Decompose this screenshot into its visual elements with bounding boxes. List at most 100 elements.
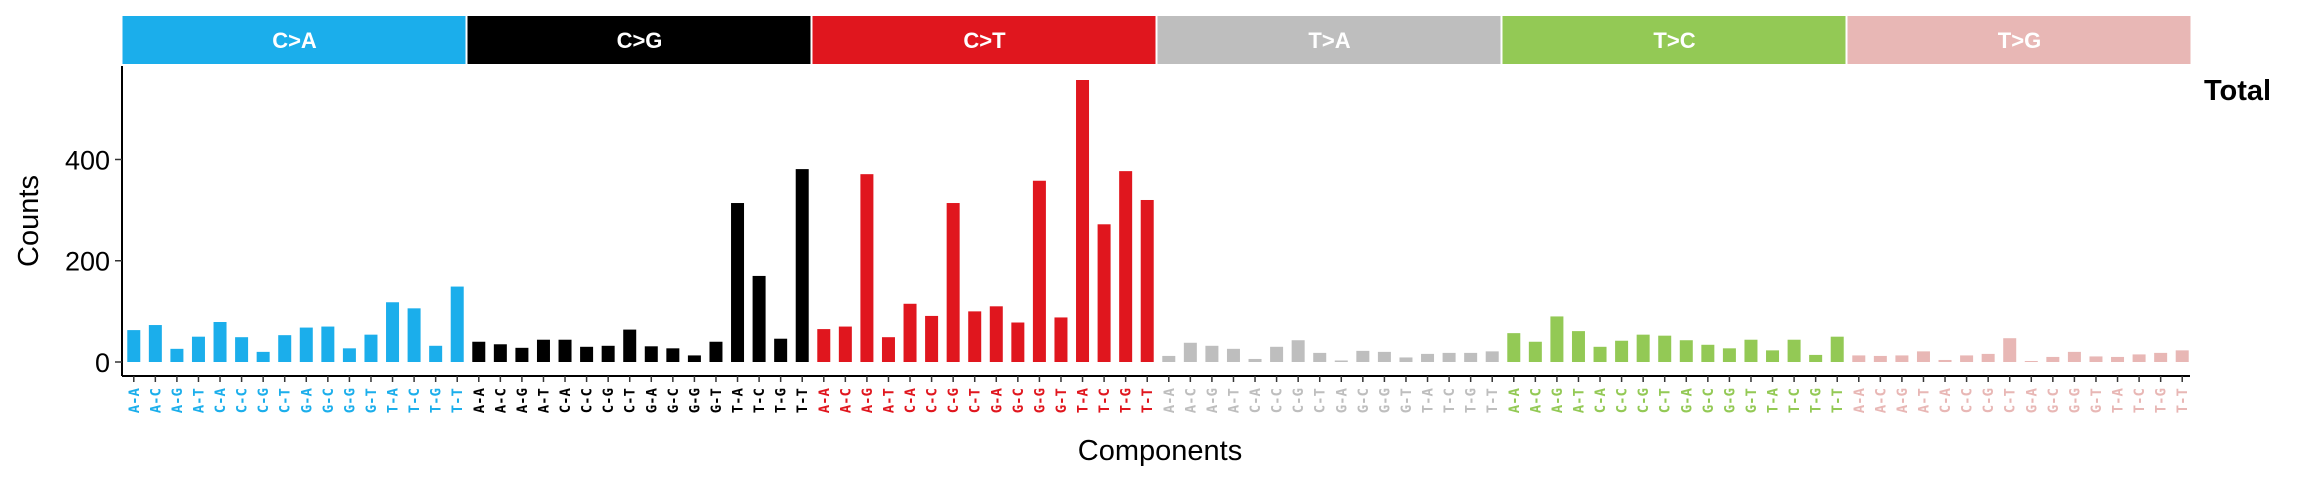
facet-strip-bg [1847, 16, 2191, 64]
bar [1054, 317, 1068, 362]
bar [2111, 356, 2125, 362]
x-tick-label: A-C [1528, 388, 1544, 413]
bar [1356, 350, 1370, 362]
bar [450, 286, 464, 362]
facet-strip-label: T>G [1998, 28, 2041, 53]
bar [989, 306, 1003, 362]
bar [1313, 352, 1327, 362]
x-tick-label: G-C [2046, 388, 2062, 413]
x-tick-label: T-C [1787, 388, 1803, 413]
bar [536, 339, 550, 362]
y-tick-label: 400 [65, 145, 110, 175]
x-tick-label: C-A [558, 387, 574, 413]
bar [127, 330, 141, 362]
bar [1550, 316, 1564, 362]
x-tick-label: T-A [1421, 387, 1437, 413]
x-tick-label: A-C [493, 388, 509, 413]
bar [623, 329, 637, 362]
x-tick-label: C-T [623, 388, 639, 413]
bar [1658, 335, 1672, 362]
x-tick-label: C-A [213, 387, 229, 413]
bar [1183, 342, 1197, 362]
x-tick-label: A-G [1205, 388, 1221, 413]
x-tick-label: T-G [1809, 388, 1825, 413]
facet-strip-label: C>G [617, 28, 663, 53]
bar [386, 302, 400, 362]
bar [1852, 355, 1866, 362]
bar [342, 348, 356, 362]
bar [2067, 351, 2081, 362]
x-tick-label: T-G [1119, 388, 1135, 413]
bar [213, 322, 227, 362]
x-tick-label: C-A [1593, 387, 1609, 413]
x-tick-label: G-A [299, 387, 315, 413]
x-tick-label: T-T [1830, 388, 1846, 413]
facet-strip-bg [122, 16, 466, 64]
bar [925, 315, 939, 362]
bar [1722, 348, 1736, 362]
bar [278, 335, 292, 362]
x-tick-label: G-T [709, 388, 725, 413]
x-tick-label: A-C [838, 388, 854, 413]
y-axis-title: Counts [13, 175, 45, 267]
x-tick-label: T-A [386, 387, 402, 413]
bar [817, 329, 831, 362]
bar [170, 348, 184, 362]
x-tick-label: G-G [687, 388, 703, 413]
x-tick-label: C-C [235, 388, 251, 413]
facet-strip-bg [812, 16, 1156, 64]
bar [191, 336, 205, 362]
bar [299, 327, 313, 362]
bar [709, 341, 723, 362]
x-tick-label: G-C [1356, 388, 1372, 413]
x-tick-label: G-C [1011, 388, 1027, 413]
x-tick-label: T-C [752, 388, 768, 413]
x-tick-label: T-A [2111, 387, 2127, 413]
y-tick-label: 200 [65, 247, 110, 277]
bar [429, 345, 443, 362]
bar [2132, 354, 2146, 362]
x-tick-label: G-T [1054, 388, 1070, 413]
x-tick-label: A-G [170, 388, 186, 413]
bar [1011, 322, 1025, 362]
facet-strip-bg [1157, 16, 1501, 64]
x-tick-label: A-A [1852, 387, 1868, 413]
bar [1270, 346, 1284, 362]
bar [1895, 355, 1909, 362]
bar [946, 203, 960, 362]
facet-strip-label: C>A [272, 28, 317, 53]
bar [1291, 340, 1305, 362]
bar [1679, 340, 1693, 362]
bar [2046, 356, 2060, 362]
bar [1830, 336, 1844, 362]
bar [235, 337, 249, 362]
bar [1205, 345, 1219, 362]
bar [1485, 351, 1499, 362]
x-tick-label: T-C [1442, 388, 1458, 413]
bar [1097, 224, 1111, 362]
bar [2003, 338, 2017, 362]
x-tick-label: G-C [321, 388, 337, 413]
x-tick-label: G-G [1032, 388, 1048, 413]
x-tick-label: C-T [278, 388, 294, 413]
axes-layer [121, 66, 2190, 377]
bar [644, 346, 658, 362]
bar [1571, 331, 1585, 362]
bar [1226, 348, 1240, 362]
bar [752, 275, 766, 362]
x-tick-label: C-T [968, 388, 984, 413]
x-tick-label: T-G [429, 388, 445, 413]
bar [515, 347, 529, 362]
x-tick-label: G-T [1744, 388, 1760, 413]
facet-strips: C>A C>G C>T T>A T>C T>G [122, 16, 2191, 64]
bars-layer [127, 80, 2189, 362]
bar [364, 334, 378, 362]
x-tick-label: C-C [580, 388, 596, 413]
bar [1507, 333, 1521, 362]
bar [1421, 353, 1435, 362]
bar [838, 326, 852, 362]
x-tick-label: G-A [989, 387, 1005, 413]
bar [1377, 351, 1391, 362]
x-tick-label: G-C [666, 388, 682, 413]
